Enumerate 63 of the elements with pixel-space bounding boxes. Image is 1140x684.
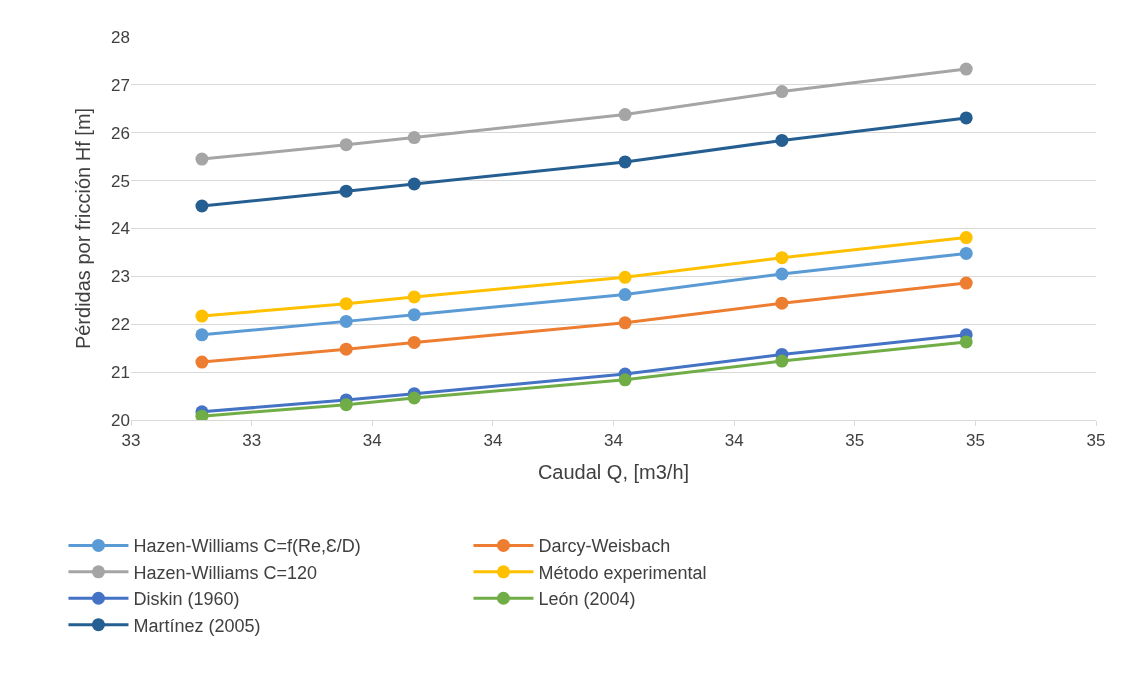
legend-label: Método experimental — [538, 562, 707, 583]
point — [775, 354, 789, 368]
x-tick-label: 35 — [1086, 431, 1106, 451]
y-tick-label: 25 — [111, 171, 130, 191]
x-tick-label: 34 — [724, 431, 744, 451]
x-tick-label: 33 — [242, 431, 262, 451]
point — [959, 246, 973, 260]
point — [195, 328, 209, 342]
y-tick-label: 22 — [111, 315, 130, 335]
point — [775, 296, 789, 310]
point — [775, 251, 789, 265]
y-tick-label: 20 — [111, 410, 130, 430]
point — [407, 177, 421, 191]
point — [959, 111, 973, 125]
legend-label: León (2004) — [538, 589, 636, 610]
point — [195, 199, 209, 213]
point — [407, 131, 421, 145]
point — [407, 391, 421, 405]
point — [407, 290, 421, 304]
legend-label: Hazen-Williams C=120 — [133, 562, 318, 583]
legend-label: Diskin (1960) — [133, 589, 240, 610]
point — [195, 409, 209, 420]
x-tick-label: 35 — [845, 431, 865, 451]
y-tick-label: 23 — [111, 267, 130, 287]
legend-label: Martínez (2005) — [133, 615, 261, 636]
y-tick-label: 27 — [111, 75, 130, 95]
point — [618, 373, 632, 387]
x-axis-title: Caudal Q, [m3/h] — [537, 460, 690, 483]
point — [339, 297, 353, 311]
x-tick-label: 33 — [121, 431, 141, 451]
legend-label: Hazen-Williams C=f(Re,Ɛ/D) — [133, 536, 361, 557]
point — [339, 398, 353, 412]
x-tick-label: 34 — [604, 431, 623, 451]
point — [775, 133, 789, 147]
y-tick-label: 24 — [111, 219, 130, 239]
point — [407, 308, 421, 322]
point — [339, 138, 353, 152]
x-tick-label: 35 — [965, 431, 985, 451]
point — [959, 62, 973, 76]
y-tick-label: 26 — [111, 123, 130, 143]
x-tick-label: 34 — [362, 431, 382, 451]
x-tick-label: 34 — [483, 431, 503, 451]
y-axis-title: Pérdidas por fricción Hf [m] — [71, 107, 94, 350]
legend-label: Darcy-Weisbach — [538, 536, 671, 557]
point — [775, 85, 789, 99]
point — [195, 309, 209, 323]
point — [407, 335, 421, 349]
point — [339, 184, 353, 198]
point — [195, 152, 209, 166]
point — [959, 231, 973, 245]
point — [195, 355, 209, 369]
y-tick-label: 28 — [111, 27, 130, 47]
point — [959, 276, 973, 290]
point — [339, 314, 353, 328]
point — [618, 155, 632, 169]
point — [618, 270, 632, 284]
y-tick-label: 21 — [111, 363, 130, 383]
point — [618, 108, 632, 122]
point — [618, 288, 632, 302]
point — [618, 316, 632, 330]
point — [959, 335, 973, 349]
point — [775, 267, 789, 281]
point — [339, 342, 353, 356]
